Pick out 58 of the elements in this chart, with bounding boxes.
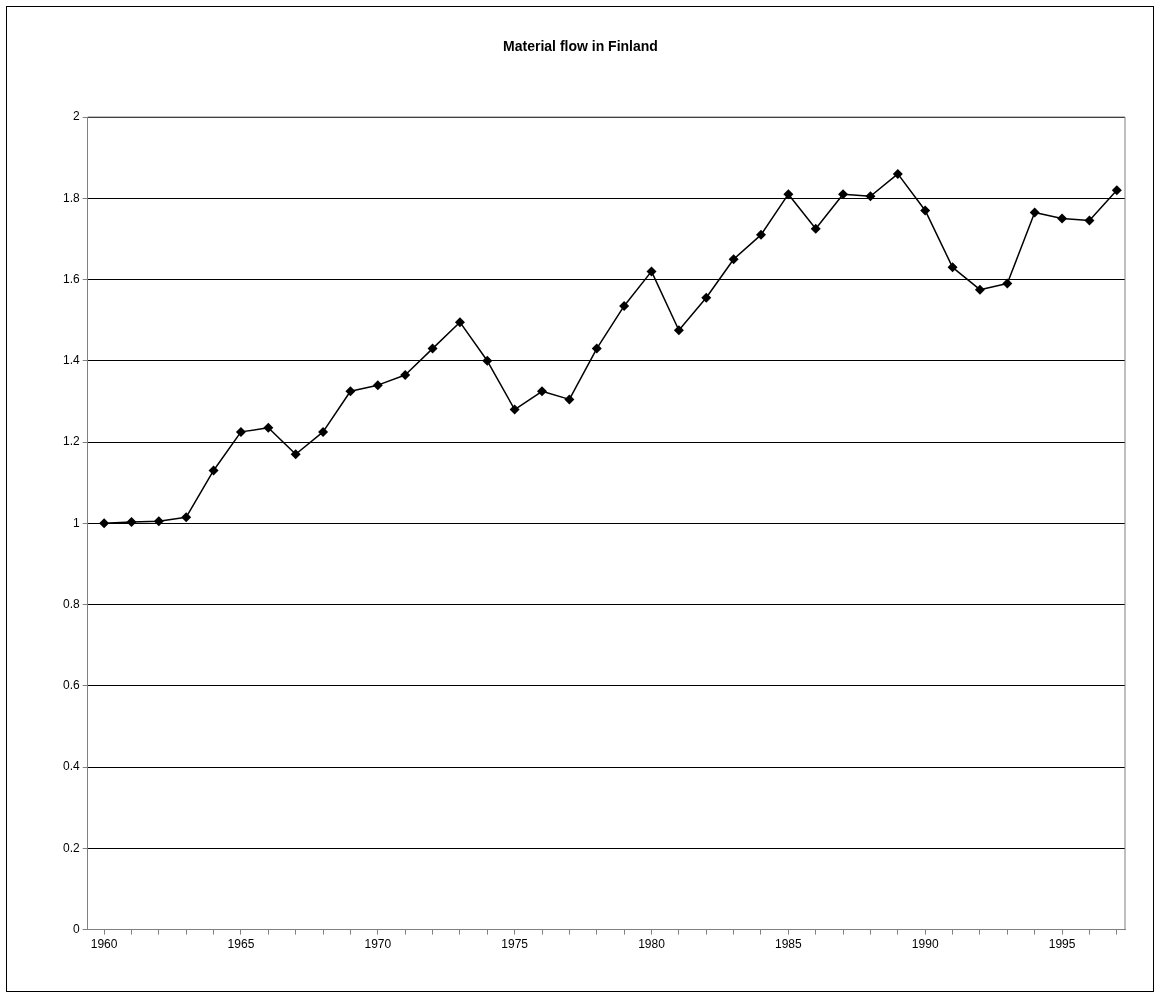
y-tick-label: 0.2 (62, 840, 80, 855)
x-tick-label: 1980 (638, 937, 666, 952)
point (509, 404, 520, 415)
point (427, 343, 438, 354)
point (728, 254, 739, 265)
point (208, 465, 219, 476)
point (1111, 185, 1122, 196)
point (235, 426, 246, 437)
point (1057, 213, 1068, 224)
point (263, 422, 274, 433)
point (810, 223, 821, 234)
point (838, 189, 849, 200)
point (454, 317, 465, 328)
point (1029, 207, 1040, 218)
point (400, 370, 411, 380)
point (591, 343, 602, 354)
y-tick-label: 1.4 (62, 353, 80, 368)
y-tick-label: 2 (72, 109, 80, 124)
point (537, 386, 548, 397)
point (755, 229, 766, 240)
y-tick-label: 1.8 (62, 190, 80, 205)
point (920, 205, 931, 216)
point (99, 518, 110, 529)
point (673, 325, 684, 336)
point (783, 189, 794, 200)
point (701, 292, 712, 303)
x-tick-label: 1975 (501, 937, 529, 952)
y-tick-label: 0.8 (62, 596, 80, 611)
point (892, 168, 903, 179)
point (974, 284, 985, 295)
point (646, 266, 657, 277)
point (153, 516, 164, 527)
point (372, 380, 383, 391)
point (290, 449, 301, 460)
x-tick-label: 1985 (775, 937, 803, 952)
point (1002, 278, 1013, 289)
point (865, 191, 876, 202)
x-tick-label: 1970 (364, 937, 392, 952)
y-tick-label: 1.2 (62, 434, 80, 449)
x-tick-label: 1960 (90, 937, 118, 952)
x-tick-label: 1995 (1048, 937, 1076, 952)
point (947, 262, 958, 273)
x-tick-label: 1965 (227, 937, 255, 952)
chart-title: Material flow in Finland (502, 38, 659, 54)
point (181, 512, 192, 523)
point (482, 355, 493, 366)
point (619, 300, 630, 311)
y-tick-label: 0.4 (62, 759, 80, 774)
point (345, 386, 356, 397)
x-tick-label: 1990 (911, 937, 939, 952)
y-tick-label: 1 (72, 515, 80, 530)
y-tick-label: 1.6 (62, 271, 80, 286)
point (318, 426, 329, 437)
y-tick-label: 0.6 (62, 678, 80, 693)
point (564, 394, 575, 405)
y-tick-label: 0 (72, 921, 80, 936)
point (126, 517, 137, 528)
point (1084, 215, 1095, 226)
